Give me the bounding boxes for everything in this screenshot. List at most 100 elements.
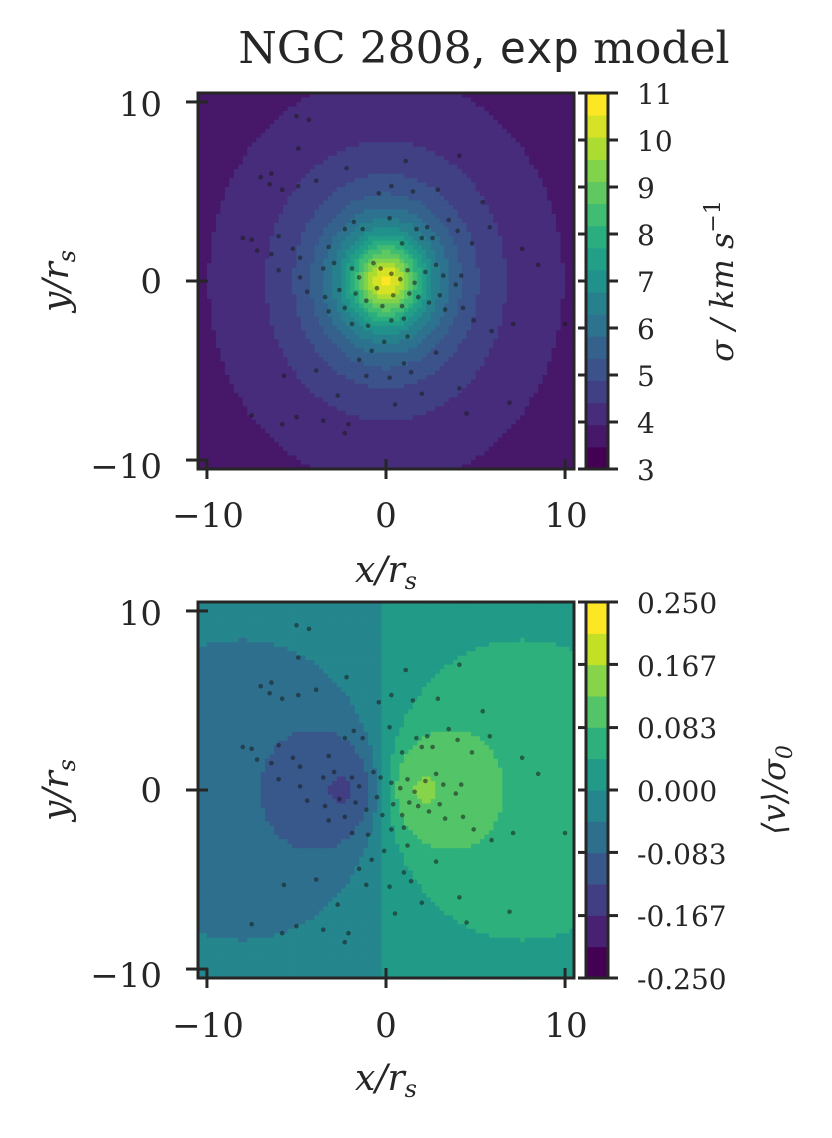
heat-cell <box>336 276 342 282</box>
heat-cell <box>287 151 293 157</box>
heat-cell <box>368 195 374 202</box>
heat-cell <box>233 133 239 139</box>
heat-cell <box>345 406 351 412</box>
heat-cell <box>408 227 414 233</box>
heat-cell <box>372 169 378 175</box>
heat-cell <box>368 455 374 461</box>
heat-cell <box>403 289 409 296</box>
heat-cell <box>332 146 338 152</box>
heat-cell <box>238 316 244 322</box>
heat-cell <box>462 137 468 143</box>
heat-cell <box>274 155 280 161</box>
heat-cell <box>318 155 324 161</box>
heat-cell <box>408 151 414 157</box>
heat-cell <box>256 348 262 354</box>
heat-cell <box>292 303 298 309</box>
heat-cell <box>386 142 392 148</box>
heat-cell <box>363 195 369 202</box>
heat-cell <box>368 272 374 278</box>
heat-cell <box>260 272 266 278</box>
heat-cell <box>426 397 432 403</box>
heat-cell <box>421 151 427 157</box>
heat-cell <box>457 334 463 340</box>
heat-cell <box>341 388 347 394</box>
heat-cell <box>220 187 226 193</box>
heat-cell <box>332 334 338 340</box>
heat-cell <box>372 325 378 331</box>
heat-cell <box>283 276 289 282</box>
heat-cell <box>421 227 427 233</box>
heat-cell <box>457 93 463 99</box>
heat-cell <box>265 375 271 381</box>
heat-cell <box>287 204 293 210</box>
heat-cell <box>309 276 315 282</box>
heat-cell <box>251 272 257 278</box>
heat-cell <box>323 321 329 327</box>
heat-cell <box>309 236 315 242</box>
heat-cell <box>372 258 378 264</box>
heat-cell <box>256 146 262 152</box>
heat-cell <box>300 249 307 255</box>
heat-cell <box>435 419 441 425</box>
heat-cell <box>238 137 244 143</box>
heat-cell <box>215 254 221 260</box>
heat-cell <box>242 101 248 108</box>
heat-cell <box>408 245 414 251</box>
heat-cell <box>457 303 463 309</box>
heat-cell <box>305 173 311 179</box>
heat-cell <box>381 307 387 313</box>
heat-cell <box>359 361 365 367</box>
heat-cell <box>323 410 329 416</box>
heat-cell <box>408 236 414 242</box>
heat-cell <box>274 316 280 322</box>
heat-cell <box>224 191 230 197</box>
heat-cell <box>363 258 369 264</box>
heat-cell <box>260 151 266 157</box>
heat-cell <box>354 128 360 134</box>
heat-cell <box>430 97 436 103</box>
heat-cell <box>247 397 253 403</box>
heat-cell <box>368 424 374 430</box>
heat-cell <box>278 227 284 233</box>
heat-cell <box>323 334 329 340</box>
heat-cell <box>448 294 454 300</box>
heat-cell <box>233 321 239 327</box>
heat-cell <box>381 182 387 188</box>
heat-cell <box>198 433 204 439</box>
heat-cell <box>269 137 275 143</box>
heat-cell <box>453 383 459 390</box>
heat-cell <box>224 272 230 278</box>
heat-cell <box>377 106 383 112</box>
heat-cell <box>408 191 414 197</box>
heat-cell <box>283 155 289 161</box>
heat-cell <box>224 155 230 161</box>
heat-cell <box>448 267 454 273</box>
heat-cell <box>202 231 208 237</box>
heat-cell <box>457 182 463 188</box>
heat-cell <box>421 370 427 376</box>
heat-cell <box>412 200 418 206</box>
heat-cell <box>350 263 356 269</box>
heat-cell <box>292 151 298 157</box>
heat-cell <box>198 401 204 407</box>
heat-cell <box>327 343 333 349</box>
heat-cell <box>224 115 230 121</box>
heat-cell <box>439 209 445 215</box>
heat-cell <box>327 128 333 134</box>
heat-cell <box>394 187 401 193</box>
heat-cell <box>421 379 427 385</box>
heat-cell <box>354 146 360 152</box>
heat-cell <box>314 231 320 237</box>
heat-cell <box>381 375 387 381</box>
heat-cell <box>341 124 347 130</box>
heat-cell <box>260 433 266 439</box>
heat-cell <box>269 151 275 157</box>
heat-cell <box>238 178 244 184</box>
heat-cell <box>251 137 257 143</box>
heat-cell <box>403 375 409 381</box>
heat-cell <box>198 312 204 318</box>
heat-cell <box>309 218 315 224</box>
heat-cell <box>381 415 387 421</box>
heat-cell <box>372 361 378 367</box>
heat-cell <box>399 164 405 170</box>
